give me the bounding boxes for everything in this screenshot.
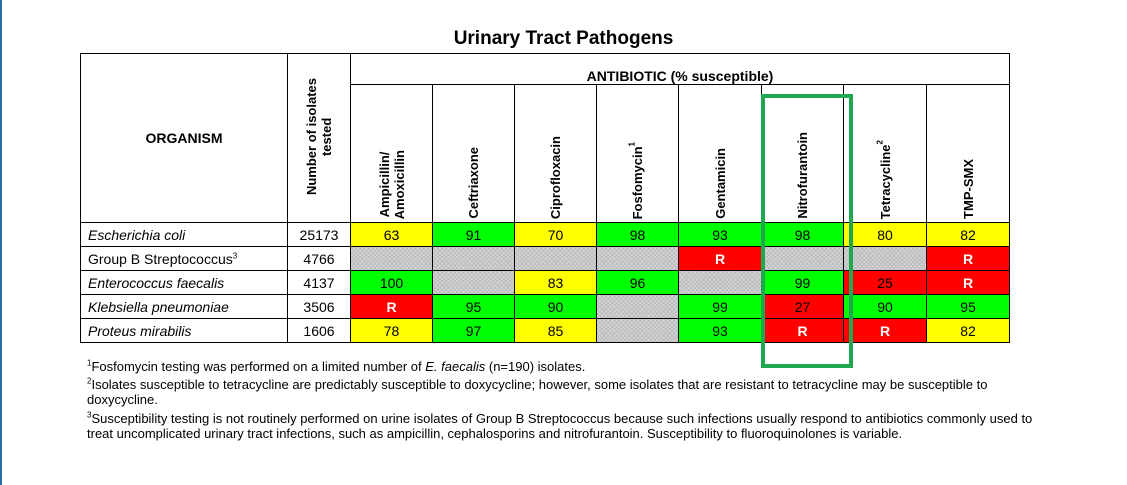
susceptibility-cell: R [926,246,1010,271]
susceptibility-cell: 90 [843,294,927,319]
isolates-cell: 4137 [287,270,351,295]
isolates-header: Number of isolates tested [287,53,351,223]
antibiotic-header-tetracycline: Tetracycline2 [843,84,927,223]
susceptibility-cell: 91 [432,222,515,247]
susceptibility-cell: 99 [678,294,762,319]
susceptibility-cell: 97 [432,318,515,343]
susceptibility-table: ORGANISM Number of isolates tested ANTIBI… [80,53,1010,343]
antibiotic-header-tmp-smx: TMP-SMX [926,84,1010,223]
isolates-cell: 25173 [287,222,351,247]
susceptibility-cell: 80 [843,222,927,247]
footnote-3: 3Susceptibility testing is not routinely… [87,410,1033,442]
organism-cell: Klebsiella pneumoniae [80,294,288,319]
susceptibility-cell: 83 [514,270,597,295]
organism-cell: Group B Streptococcus3 [80,246,288,271]
susceptibility-cell: 95 [926,294,1010,319]
susceptibility-cell [432,246,515,271]
table-row: Enterococcus faecalis 4137 100 83 96 99 25 R [80,270,1010,295]
susceptibility-cell: R [926,270,1010,295]
antibiotic-header-ceftriaxone: Ceftriaxone [432,84,515,223]
susceptibility-cell [350,246,433,271]
table-row: Group B Streptococcus3 4766 R R [80,246,1010,271]
susceptibility-cell [514,246,597,271]
organism-cell: Enterococcus faecalis [80,270,288,295]
susceptibility-cell: 27 [761,294,844,319]
susceptibility-cell: R [843,318,927,343]
isolates-cell: 4766 [287,246,351,271]
susceptibility-cell: 70 [514,222,597,247]
left-border-rule [0,0,2,485]
footnote-1: 1Fosfomycin testing was performed on a l… [87,358,586,374]
table-row: Proteus mirabilis 1606 78 97 85 93 R R 82 [80,318,1010,343]
footnote-2: 2Isolates susceptible to tetracycline ar… [87,376,988,408]
antibiotic-group-header: ANTIBIOTIC (% susceptible) [350,53,1010,85]
table-row: Klebsiella pneumoniae 3506 R 95 90 99 27 90 95 [80,294,1010,319]
page-title: Urinary Tract Pathogens [453,28,674,49]
susceptibility-cell: R [350,294,433,319]
antibiotic-header-ampicillin: Ampicillin/Amoxicillin [350,84,433,223]
antibiotic-header-fosfomycin: Fosfomycin1 [596,84,679,223]
organism-cell: Proteus mirabilis [80,318,288,343]
susceptibility-cell: 90 [514,294,597,319]
susceptibility-cell [761,246,844,271]
susceptibility-cell [596,246,679,271]
susceptibility-cell: 82 [926,318,1010,343]
susceptibility-cell [432,270,515,295]
footnotes: 1Fosfomycin testing was performed on a l… [87,359,1047,442]
susceptibility-cell: 96 [596,270,679,295]
susceptibility-cell: 63 [350,222,433,247]
isolates-cell: 1606 [287,318,351,343]
antibiotic-header-nitrofurantoin: Nitrofurantoin [761,84,844,223]
organism-cell: Escherichia coli [80,222,288,247]
susceptibility-cell [596,294,679,319]
susceptibility-cell [678,270,762,295]
susceptibility-cell: 98 [596,222,679,247]
susceptibility-cell: 95 [432,294,515,319]
isolates-cell: 3506 [287,294,351,319]
antibiotic-header-gentamicin: Gentamicin [678,84,762,223]
susceptibility-cell [843,246,927,271]
susceptibility-cell: 25 [843,270,927,295]
susceptibility-cell: R [761,318,844,343]
susceptibility-cell: 78 [350,318,433,343]
susceptibility-cell: 99 [761,270,844,295]
susceptibility-cell: 100 [350,270,433,295]
susceptibility-cell: 93 [678,222,762,247]
susceptibility-cell: R [678,246,762,271]
susceptibility-cell: 85 [514,318,597,343]
susceptibility-cell: 98 [761,222,844,247]
susceptibility-cell: 93 [678,318,762,343]
susceptibility-cell: 82 [926,222,1010,247]
antibiotic-header-ciprofloxacin: Ciprofloxacin [514,84,597,223]
organism-header: ORGANISM [80,53,288,223]
table-row: Escherichia coli 25173 63 91 70 98 93 98 80 82 [80,222,1010,247]
susceptibility-cell [596,318,679,343]
